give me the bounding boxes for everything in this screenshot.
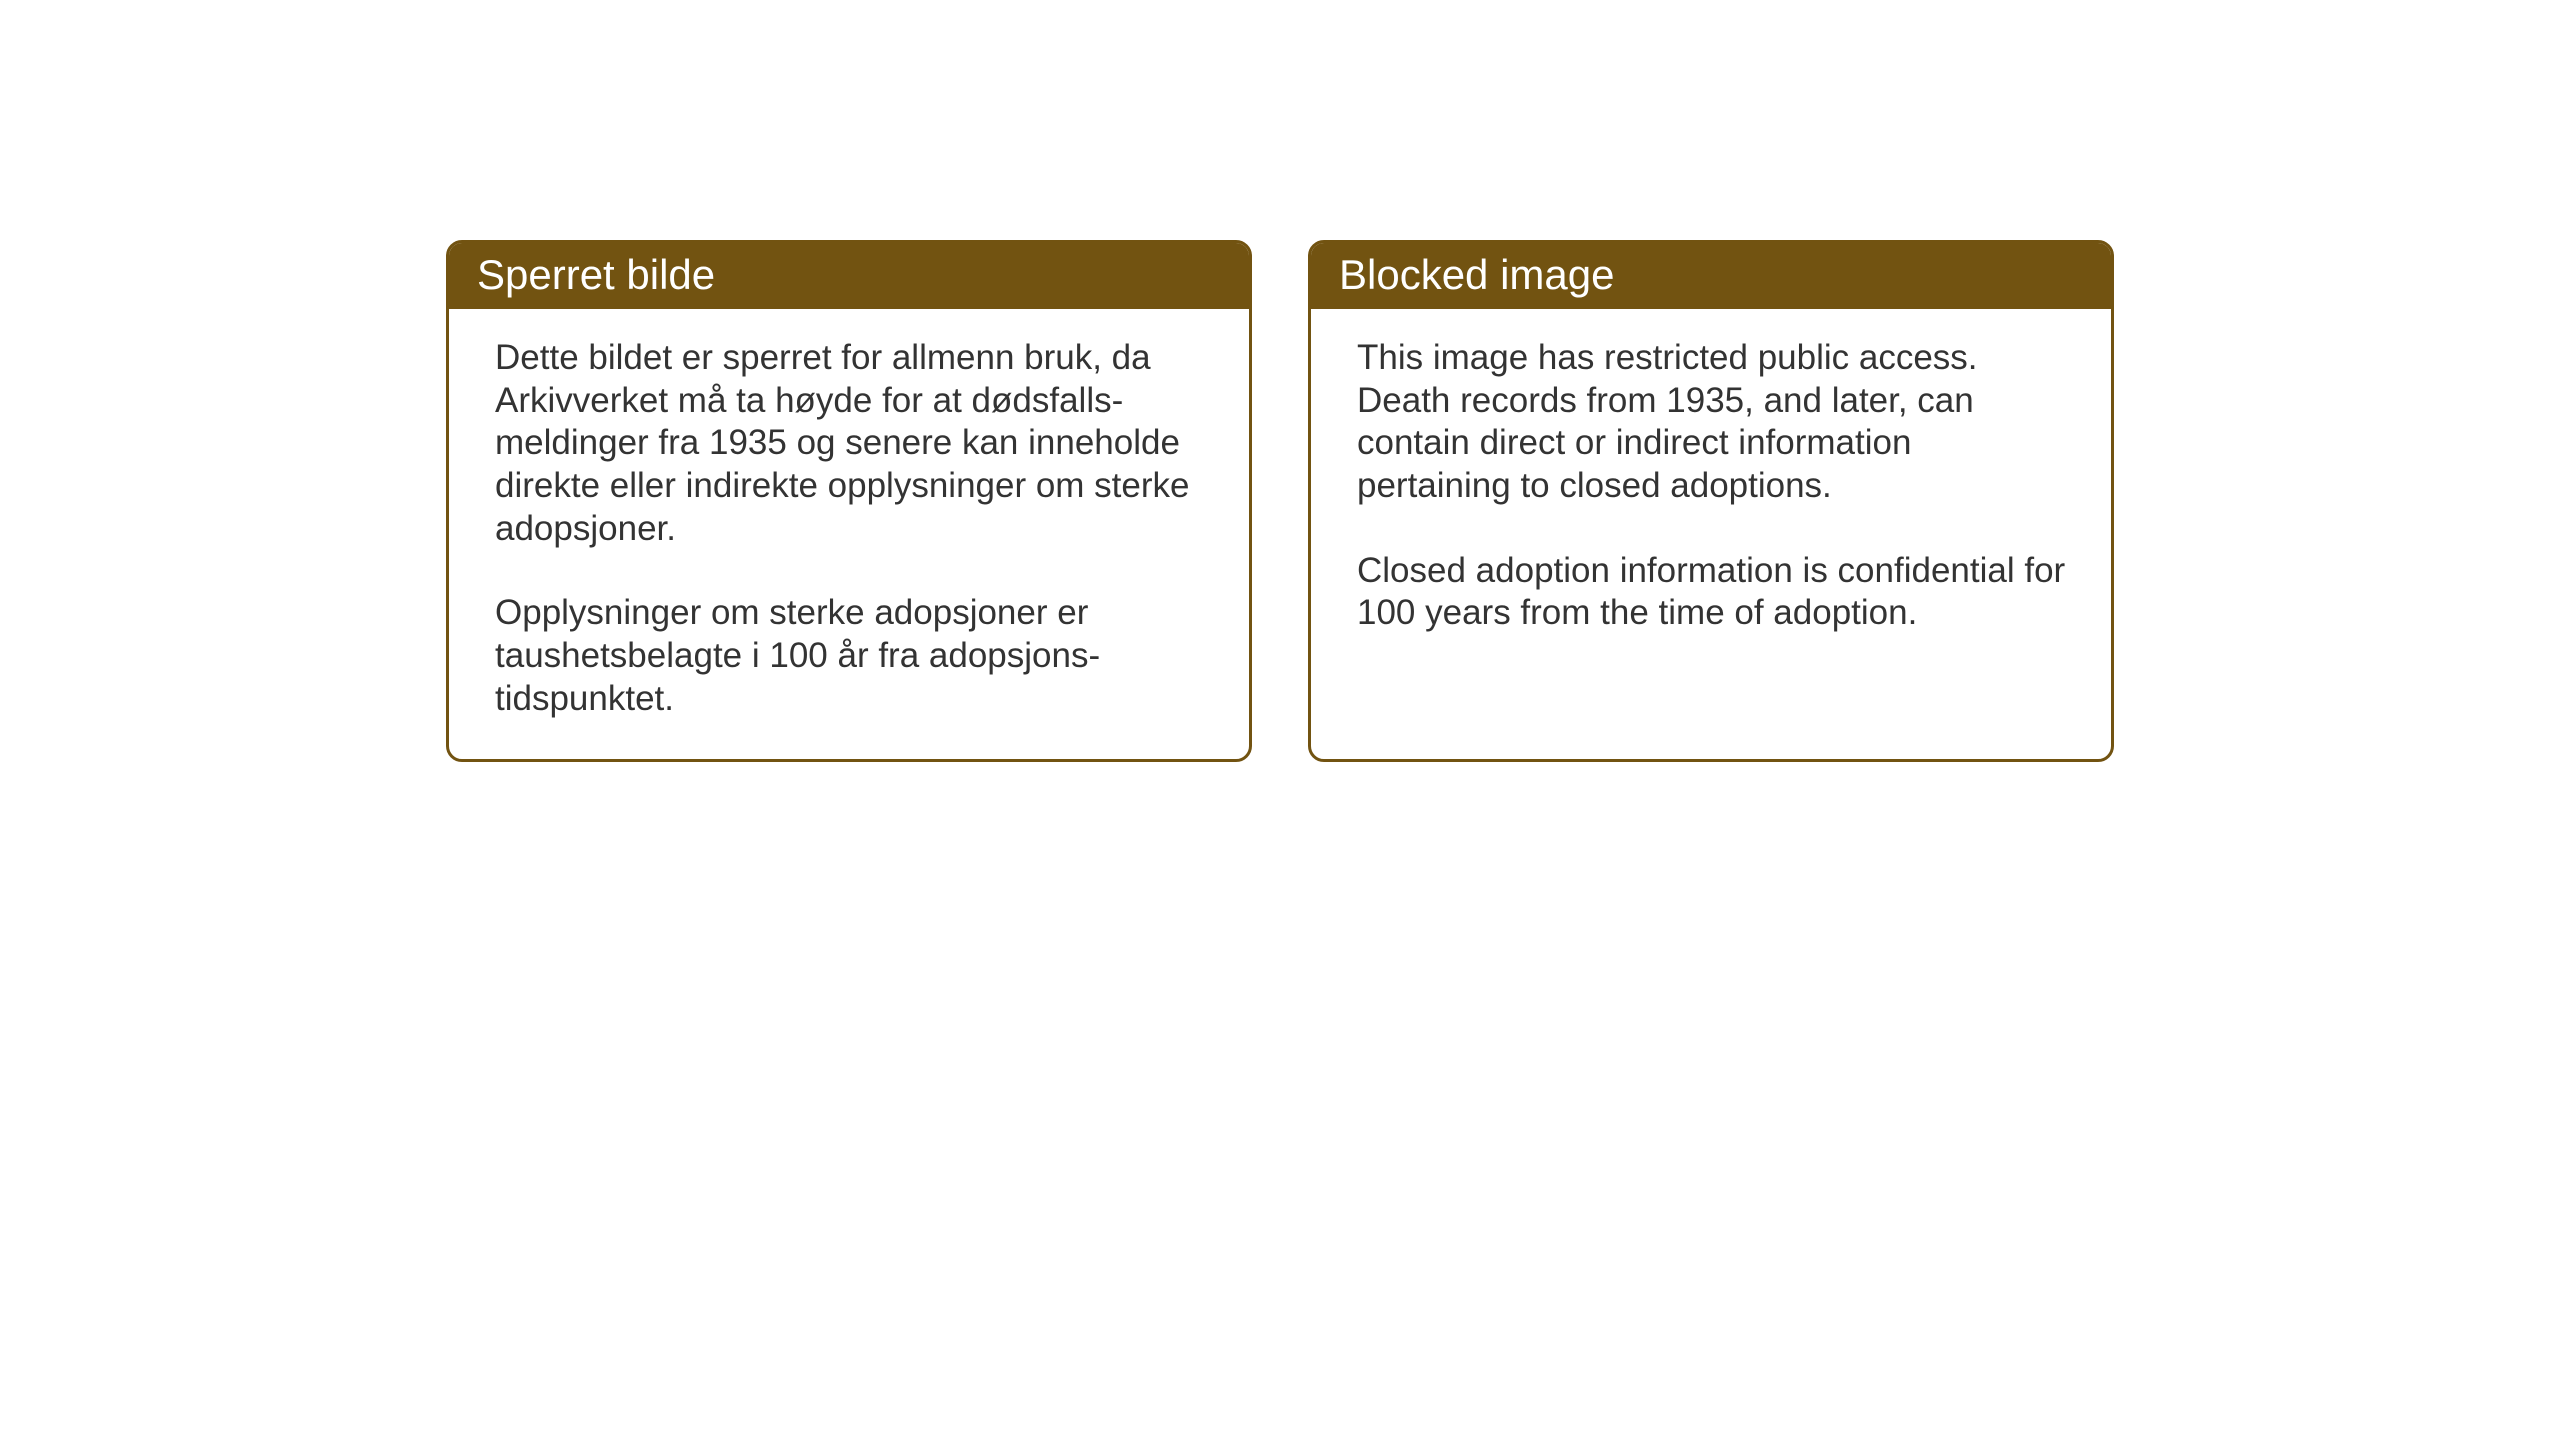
card-norwegian-paragraph-1: Dette bildet er sperret for allmenn bruk… (495, 337, 1209, 550)
card-english-paragraph-1: This image has restricted public access.… (1357, 337, 2071, 508)
cards-container: Sperret bilde Dette bildet er sperret fo… (446, 240, 2114, 762)
card-norwegian-header: Sperret bilde (449, 243, 1249, 309)
card-english-body: This image has restricted public access.… (1311, 309, 2111, 673)
card-english-header: Blocked image (1311, 243, 2111, 309)
card-english: Blocked image This image has restricted … (1308, 240, 2114, 762)
card-english-paragraph-2: Closed adoption information is confident… (1357, 550, 2071, 635)
card-norwegian-body: Dette bildet er sperret for allmenn bruk… (449, 309, 1249, 759)
card-norwegian: Sperret bilde Dette bildet er sperret fo… (446, 240, 1252, 762)
card-norwegian-paragraph-2: Opplysninger om sterke adopsjoner er tau… (495, 592, 1209, 720)
